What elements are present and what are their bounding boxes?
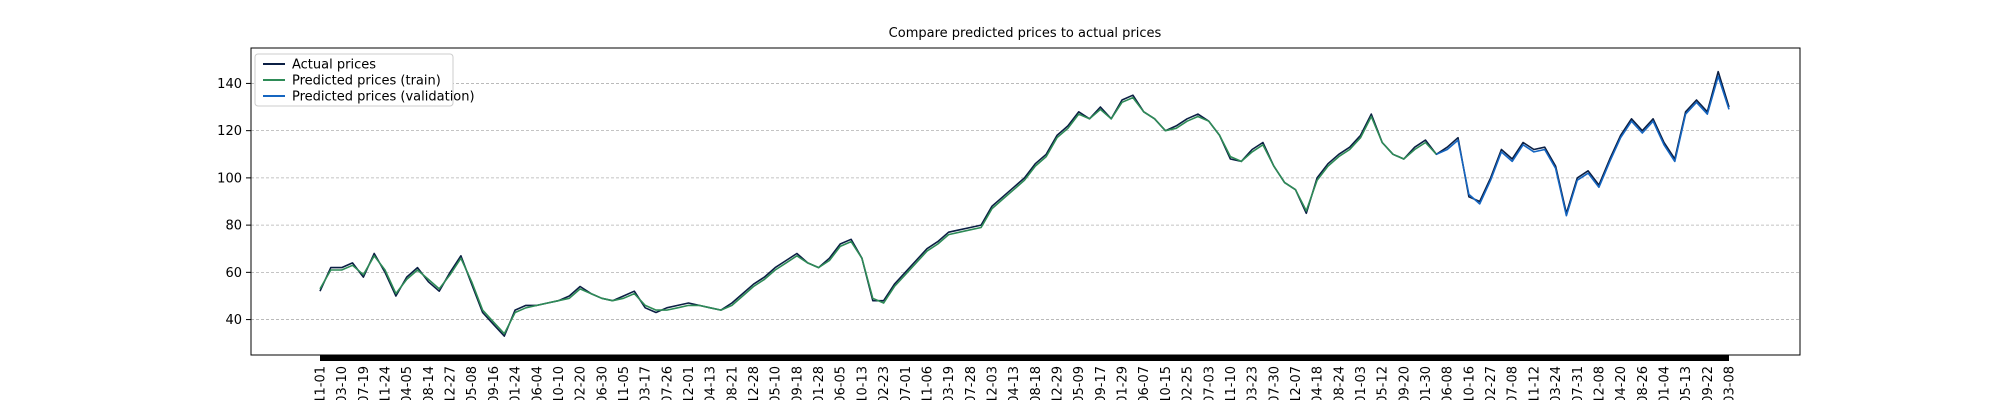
x-tick-label: 09-16 [487, 366, 502, 400]
y-tick-label: 100 [217, 171, 242, 186]
x-tick-label: 01-03 [1354, 366, 1369, 400]
y-tick-label: 140 [217, 77, 242, 92]
x-tick-label: 03-08 [1723, 366, 1738, 400]
x-tick-label: 12-29 [1051, 366, 1066, 400]
x-tick-label: 08-24 [1332, 366, 1347, 400]
x-tick-label: 01-30 [1419, 366, 1434, 400]
x-tick-label: 04-18 [1311, 366, 1326, 400]
x-tick-label: 06-05 [834, 366, 849, 400]
x-tick-label: 01-29 [1116, 366, 1131, 400]
x-tick-label: 10-13 [855, 366, 870, 400]
x-tick-label: 08-26 [1636, 366, 1651, 400]
x-tick-label: 11-06 [920, 366, 935, 400]
x-tick-label: 10-15 [1159, 366, 1174, 400]
series-line [1436, 75, 1730, 217]
x-tick-label: 07-01 [899, 366, 914, 400]
legend-label: Predicted prices (validation) [292, 90, 475, 105]
x-tick-label: 07-30 [1267, 366, 1282, 400]
y-tick-label: 120 [217, 124, 242, 139]
x-tick-label: 10-16 [1462, 366, 1477, 400]
x-tick-label: 05-13 [1679, 366, 1694, 400]
x-tick-label: 09-17 [1094, 366, 1109, 400]
legend-box [254, 53, 454, 107]
x-tick-label: 10-10 [552, 366, 567, 400]
x-tick-label: 07-26 [660, 366, 675, 400]
x-tick-label: 04-20 [1614, 366, 1629, 400]
x-tick-label: 01-24 [509, 366, 524, 400]
y-tick-label: 80 [225, 219, 242, 234]
x-tick-label: 01-04 [1657, 366, 1672, 400]
x-tick-label: 02-23 [877, 366, 892, 400]
x-tick-label: 04-13 [1007, 366, 1022, 400]
x-tick-label: 11-01 [314, 366, 329, 400]
plot-frame [250, 47, 1801, 356]
x-tick-label: 06-04 [530, 366, 545, 400]
x-tick-label: 11-10 [1224, 366, 1239, 400]
x-tick-label: 07-08 [1506, 366, 1521, 400]
x-tick-label: 03-24 [1549, 366, 1564, 400]
x-tick-label: 12-01 [682, 366, 697, 400]
x-tick-label: 02-25 [1181, 366, 1196, 400]
x-tick-label: 12-28 [747, 366, 762, 400]
x-tick-label: 08-14 [422, 366, 437, 400]
y-tick-label: 60 [225, 266, 242, 281]
x-tick-label: 02-27 [1484, 366, 1499, 400]
series-line [319, 96, 1437, 335]
x-tick-label: 03-23 [1246, 366, 1261, 400]
chart-title: Compare predicted prices to actual price… [889, 26, 1162, 41]
x-tick-label: 12-07 [1289, 366, 1304, 400]
x-tick-label: 06-08 [1441, 366, 1456, 400]
x-tick-label: 07-31 [1571, 366, 1586, 400]
x-tick-label: 04-13 [704, 366, 719, 400]
x-tick-label: 03-17 [639, 366, 654, 400]
x-tick-label: 07-28 [964, 366, 979, 400]
y-tick-label: 40 [225, 313, 242, 328]
x-tick-label: 11-12 [1527, 366, 1542, 400]
x-tick-label: 09-20 [1397, 366, 1412, 400]
x-tick-label: 08-18 [1029, 366, 1044, 400]
x-tick-label: 03-10 [335, 366, 350, 400]
legend-label: Actual prices [292, 58, 376, 73]
x-tick-label: 05-12 [1376, 366, 1391, 400]
x-tick-label: 06-07 [1137, 366, 1152, 400]
x-tick-label: 07-19 [357, 366, 372, 400]
x-tick-label: 05-08 [465, 366, 480, 400]
x-tick-label: 08-21 [725, 366, 740, 400]
x-tick-label: 07-03 [1202, 366, 1217, 400]
x-tick-label: 11-24 [379, 366, 394, 400]
x-tick-band [320, 355, 1729, 361]
x-tick-label: 04-05 [400, 366, 415, 400]
x-tick-label: 12-03 [985, 366, 1000, 400]
x-tick-label: 02-20 [574, 366, 589, 400]
x-tick-label: 06-30 [595, 366, 610, 400]
x-tick-label: 09-18 [790, 366, 805, 400]
x-tick-label: 09-22 [1701, 366, 1716, 400]
x-tick-label: 03-19 [942, 366, 957, 400]
x-tick-label: 12-08 [1592, 366, 1607, 400]
x-tick-label: 01-28 [812, 366, 827, 400]
x-tick-label: 11-05 [617, 366, 632, 400]
legend-label: Predicted prices (train) [292, 74, 441, 89]
x-tick-label: 05-09 [1072, 366, 1087, 400]
x-tick-label: 05-10 [769, 366, 784, 400]
x-tick-label: 12-27 [444, 366, 459, 400]
